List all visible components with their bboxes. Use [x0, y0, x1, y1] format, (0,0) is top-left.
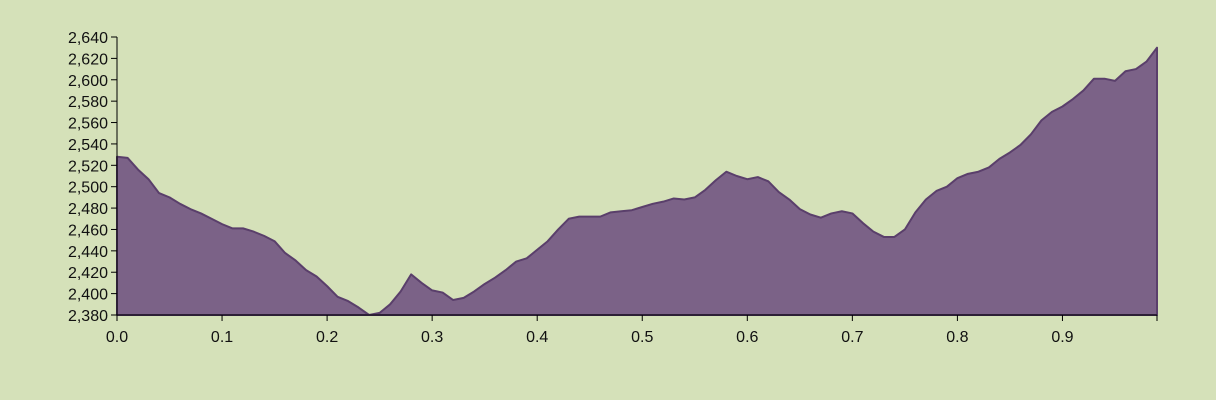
y-tick-label: 2,560 — [68, 116, 108, 133]
y-tick-label: 2,440 — [68, 244, 108, 261]
y-tick-label: 2,600 — [68, 73, 108, 90]
y-axis: 2,380 2,400 2,420 2,440 2,460 2,480 2,500 2,520… — [68, 30, 118, 325]
x-axis: 0.0 0.1 0.2 0.3 0.4 0.5 0.6 0.7 0.8 0.9 — [106, 314, 1158, 346]
x-tick-label: 0.2 — [316, 329, 338, 346]
y-tick-label: 2,640 — [68, 30, 108, 47]
x-tick-label: 0.6 — [736, 329, 758, 346]
y-tick-label: 2,580 — [68, 94, 108, 111]
x-tick-label: 0.7 — [841, 329, 863, 346]
y-tick-label: 2,620 — [68, 51, 108, 68]
area-series — [116, 46, 1158, 316]
x-tick-label: 0.4 — [526, 329, 548, 346]
x-tick-label: 0.1 — [211, 329, 233, 346]
y-tick-label: 2,460 — [68, 222, 108, 239]
y-tick-label: 2,380 — [68, 308, 108, 325]
x-tick-label: 0.9 — [1051, 329, 1073, 346]
y-tick-label: 2,520 — [68, 158, 108, 175]
y-tick-label: 2,420 — [68, 265, 108, 282]
y-tick-label: 2,480 — [68, 201, 108, 218]
y-tick-label: 2,540 — [68, 137, 108, 154]
y-tick-label: 2,400 — [68, 287, 108, 304]
x-tick-label: 0.5 — [631, 329, 653, 346]
x-tick-label: 0.3 — [421, 329, 443, 346]
x-tick-label: 0.8 — [946, 329, 968, 346]
y-tick-label: 2,500 — [68, 180, 108, 197]
x-tick-label: 0.0 — [106, 329, 128, 346]
